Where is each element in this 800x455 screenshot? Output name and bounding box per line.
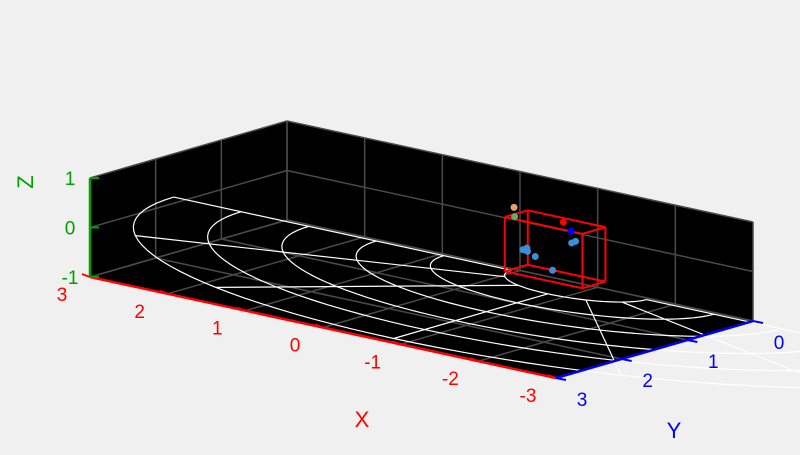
x-tick-label: 0 [290, 336, 301, 357]
data-point [523, 247, 531, 255]
data-point [510, 203, 518, 211]
polar-grid [132, 196, 800, 389]
polar-spoke [646, 298, 800, 334]
y-tick-label: 2 [642, 371, 653, 392]
box-edge [582, 226, 606, 235]
x-tick-label: -2 [442, 369, 459, 390]
y-tick-label: 3 [577, 390, 588, 411]
y-tick [621, 358, 632, 362]
x-tick-label: 2 [134, 302, 145, 323]
x-tick-label: 3 [57, 285, 68, 306]
grid-line [245, 252, 443, 312]
box-edge [527, 263, 606, 283]
y-tick [555, 377, 567, 381]
box-edge [504, 270, 583, 290]
x-tick [547, 374, 557, 379]
y-axis-line [555, 319, 754, 380]
z-tick-label: -1 [62, 268, 79, 289]
z-tick-label: 0 [65, 219, 76, 240]
box-edge [504, 263, 529, 273]
x-tick [159, 289, 169, 295]
polar-spoke [585, 299, 622, 376]
grid-line [286, 219, 754, 322]
polar-spoke [215, 284, 519, 289]
x-tick-label: -3 [520, 386, 537, 407]
x-tick-label: -1 [364, 352, 381, 373]
x-axis-label: X [355, 407, 370, 432]
box-edge [527, 209, 606, 229]
polar-spoke [135, 235, 506, 278]
grid-line [286, 120, 754, 223]
axis-tick-labels: 3 2 1 0 -1 -2 -3 0 1 2 3 1 0 -1 [57, 169, 785, 411]
grid-line [89, 169, 288, 229]
polar-spoke [393, 293, 549, 340]
data-point [531, 253, 539, 261]
data-point [559, 218, 567, 226]
grid-line [322, 269, 521, 329]
x-tick [314, 323, 324, 329]
z-axis-label: Z [13, 175, 38, 188]
grid-line [478, 303, 676, 362]
y-tick-label: 0 [774, 333, 785, 354]
x-tick [469, 357, 479, 363]
x-tick [392, 340, 402, 346]
x-tick [236, 306, 246, 312]
y-axis-label: Y [667, 418, 682, 443]
box-edge [582, 280, 606, 290]
grid-line [155, 257, 622, 360]
scatter-points [510, 203, 580, 274]
grid-line [167, 236, 365, 295]
y-tick [687, 339, 698, 343]
bounding-box [503, 209, 607, 290]
x-tick [81, 273, 91, 278]
grid-line [89, 120, 288, 179]
polar-spoke [173, 196, 512, 271]
data-point [572, 237, 580, 245]
polar-spoke [621, 301, 800, 374]
data-point [567, 227, 575, 235]
x-tick-label: 1 [212, 319, 223, 340]
data-point [549, 266, 557, 274]
grid-line [89, 219, 288, 278]
grid-line [221, 238, 688, 341]
y-tick-label: 1 [708, 352, 719, 373]
z-tick-label: 1 [65, 169, 76, 190]
y-tick [752, 320, 764, 324]
data-point [511, 213, 519, 221]
